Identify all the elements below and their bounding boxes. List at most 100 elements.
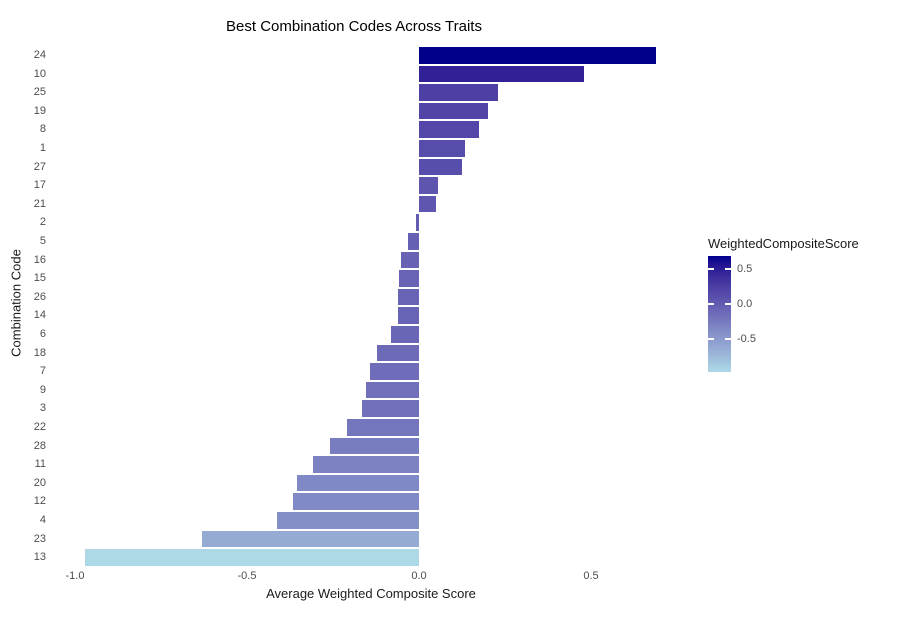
x-tick-label: -0.5 [237, 570, 257, 582]
legend-gradient-bar [708, 256, 731, 372]
bar-row: 23 [0, 530, 720, 549]
legend-title: WeightedCompositeScore [708, 236, 859, 251]
y-tick-label: 1 [39, 142, 46, 154]
bar-row: 22 [0, 418, 720, 437]
bar-row: 7 [0, 362, 720, 381]
legend-tick-left [708, 268, 714, 271]
x-axis-tick-labels: -1.0 -0.5 0.0 0.5 [0, 570, 905, 584]
bar-code-18 [376, 344, 419, 362]
bar-row: 12 [0, 492, 720, 511]
bar-code-9 [366, 381, 419, 399]
y-tick-label: 17 [33, 179, 46, 192]
y-tick-label: 20 [33, 476, 46, 489]
y-tick-label: 14 [33, 309, 46, 322]
legend-tick-label: -0.5 [737, 333, 756, 346]
x-axis-title: Average Weighted Composite Score [266, 586, 476, 601]
legend-tick-right [725, 303, 731, 306]
bar-row: 21 [0, 195, 720, 214]
bar-code-17 [419, 177, 438, 194]
bar-row: 11 [0, 455, 720, 474]
bar-row: 24 [0, 46, 720, 65]
bar-row: 18 [0, 344, 720, 363]
y-tick-label: 27 [33, 160, 46, 173]
y-tick-label: 13 [33, 551, 46, 564]
bar-code-12 [293, 493, 419, 510]
bar-row: 27 [0, 158, 720, 177]
legend-tick-label: 0.5 [737, 263, 753, 276]
y-tick-label: 8 [39, 123, 46, 136]
bar-code-16 [401, 251, 419, 269]
y-tick-label: 22 [33, 421, 46, 433]
y-tick-label: 9 [39, 383, 46, 396]
bar-row: 15 [0, 269, 720, 288]
y-tick-label: 26 [33, 290, 46, 303]
y-tick-label: 5 [39, 235, 46, 247]
y-tick-label: 24 [33, 49, 46, 61]
x-tick-label: 0.5 [583, 570, 599, 582]
bar-row: 13 [0, 548, 720, 567]
bar-row: 25 [0, 83, 720, 102]
bar-row: 8 [0, 120, 720, 139]
chart-title: Best Combination Codes Across Traits [226, 18, 482, 35]
bar-code-5 [407, 233, 419, 250]
legend-tick-left [708, 303, 714, 306]
bar-code-20 [296, 474, 419, 492]
bar-row: 4 [0, 511, 720, 530]
y-tick-label: 23 [33, 532, 46, 545]
bar-code-27 [419, 158, 462, 176]
bar-code-15 [399, 270, 419, 287]
bar-row: 19 [0, 102, 720, 121]
y-tick-label: 10 [33, 67, 46, 80]
bar-row: 17 [0, 176, 720, 195]
bar-row: 2 [0, 213, 720, 232]
bar-code-13 [85, 549, 419, 566]
bar-row: 20 [0, 474, 720, 493]
bar-code-11 [313, 456, 419, 473]
y-tick-label: 19 [33, 104, 46, 117]
y-tick-label: 16 [33, 253, 46, 266]
legend-tick-left [708, 338, 714, 341]
bar-row: 26 [0, 288, 720, 307]
bar-code-4 [276, 512, 419, 529]
y-tick-label: 7 [39, 365, 46, 378]
y-tick-label: 11 [34, 458, 46, 471]
bar-code-7 [369, 363, 419, 380]
plot-area: 24 10 25 19 8 1 27 17 21 2 5 16 15 26 14 6 18 7 9 3 22 28 11 20… [0, 46, 905, 567]
legend-tick-right [725, 338, 731, 341]
bar-row: 5 [0, 232, 720, 251]
bar-code-14 [397, 307, 419, 324]
bar-code-2 [416, 214, 419, 231]
bar-row: 16 [0, 251, 720, 270]
bar-code-10 [419, 65, 585, 83]
bar-row: 10 [0, 65, 720, 84]
bar-code-6 [390, 326, 419, 343]
y-tick-label: 15 [33, 272, 46, 285]
bar-code-25 [419, 84, 499, 101]
bar-code-24 [419, 47, 657, 64]
legend-tick-right [725, 268, 731, 271]
bar-row: 3 [0, 399, 720, 418]
bar-row: 6 [0, 325, 720, 344]
y-tick-label: 4 [39, 514, 46, 526]
x-tick-label: 0.0 [411, 570, 427, 582]
bar-code-21 [419, 195, 436, 213]
y-tick-label: 28 [33, 439, 46, 452]
legend-tick-label: 0.0 [737, 298, 753, 311]
y-tick-label: 18 [33, 346, 46, 359]
bar-code-1 [419, 140, 466, 157]
y-tick-label: 2 [39, 216, 46, 229]
y-tick-label: 3 [39, 402, 46, 415]
bar-code-26 [398, 288, 419, 306]
y-tick-label: 12 [33, 495, 46, 508]
bar-row: 9 [0, 381, 720, 400]
bar-row: 28 [0, 437, 720, 456]
bar-code-22 [347, 419, 419, 436]
bar-code-8 [419, 121, 480, 138]
bar-code-28 [329, 437, 419, 455]
bar-row: 1 [0, 139, 720, 158]
y-tick-label: 25 [33, 86, 46, 99]
y-tick-label: 21 [33, 197, 46, 210]
bar-row: 14 [0, 306, 720, 325]
bar-code-19 [419, 102, 488, 120]
